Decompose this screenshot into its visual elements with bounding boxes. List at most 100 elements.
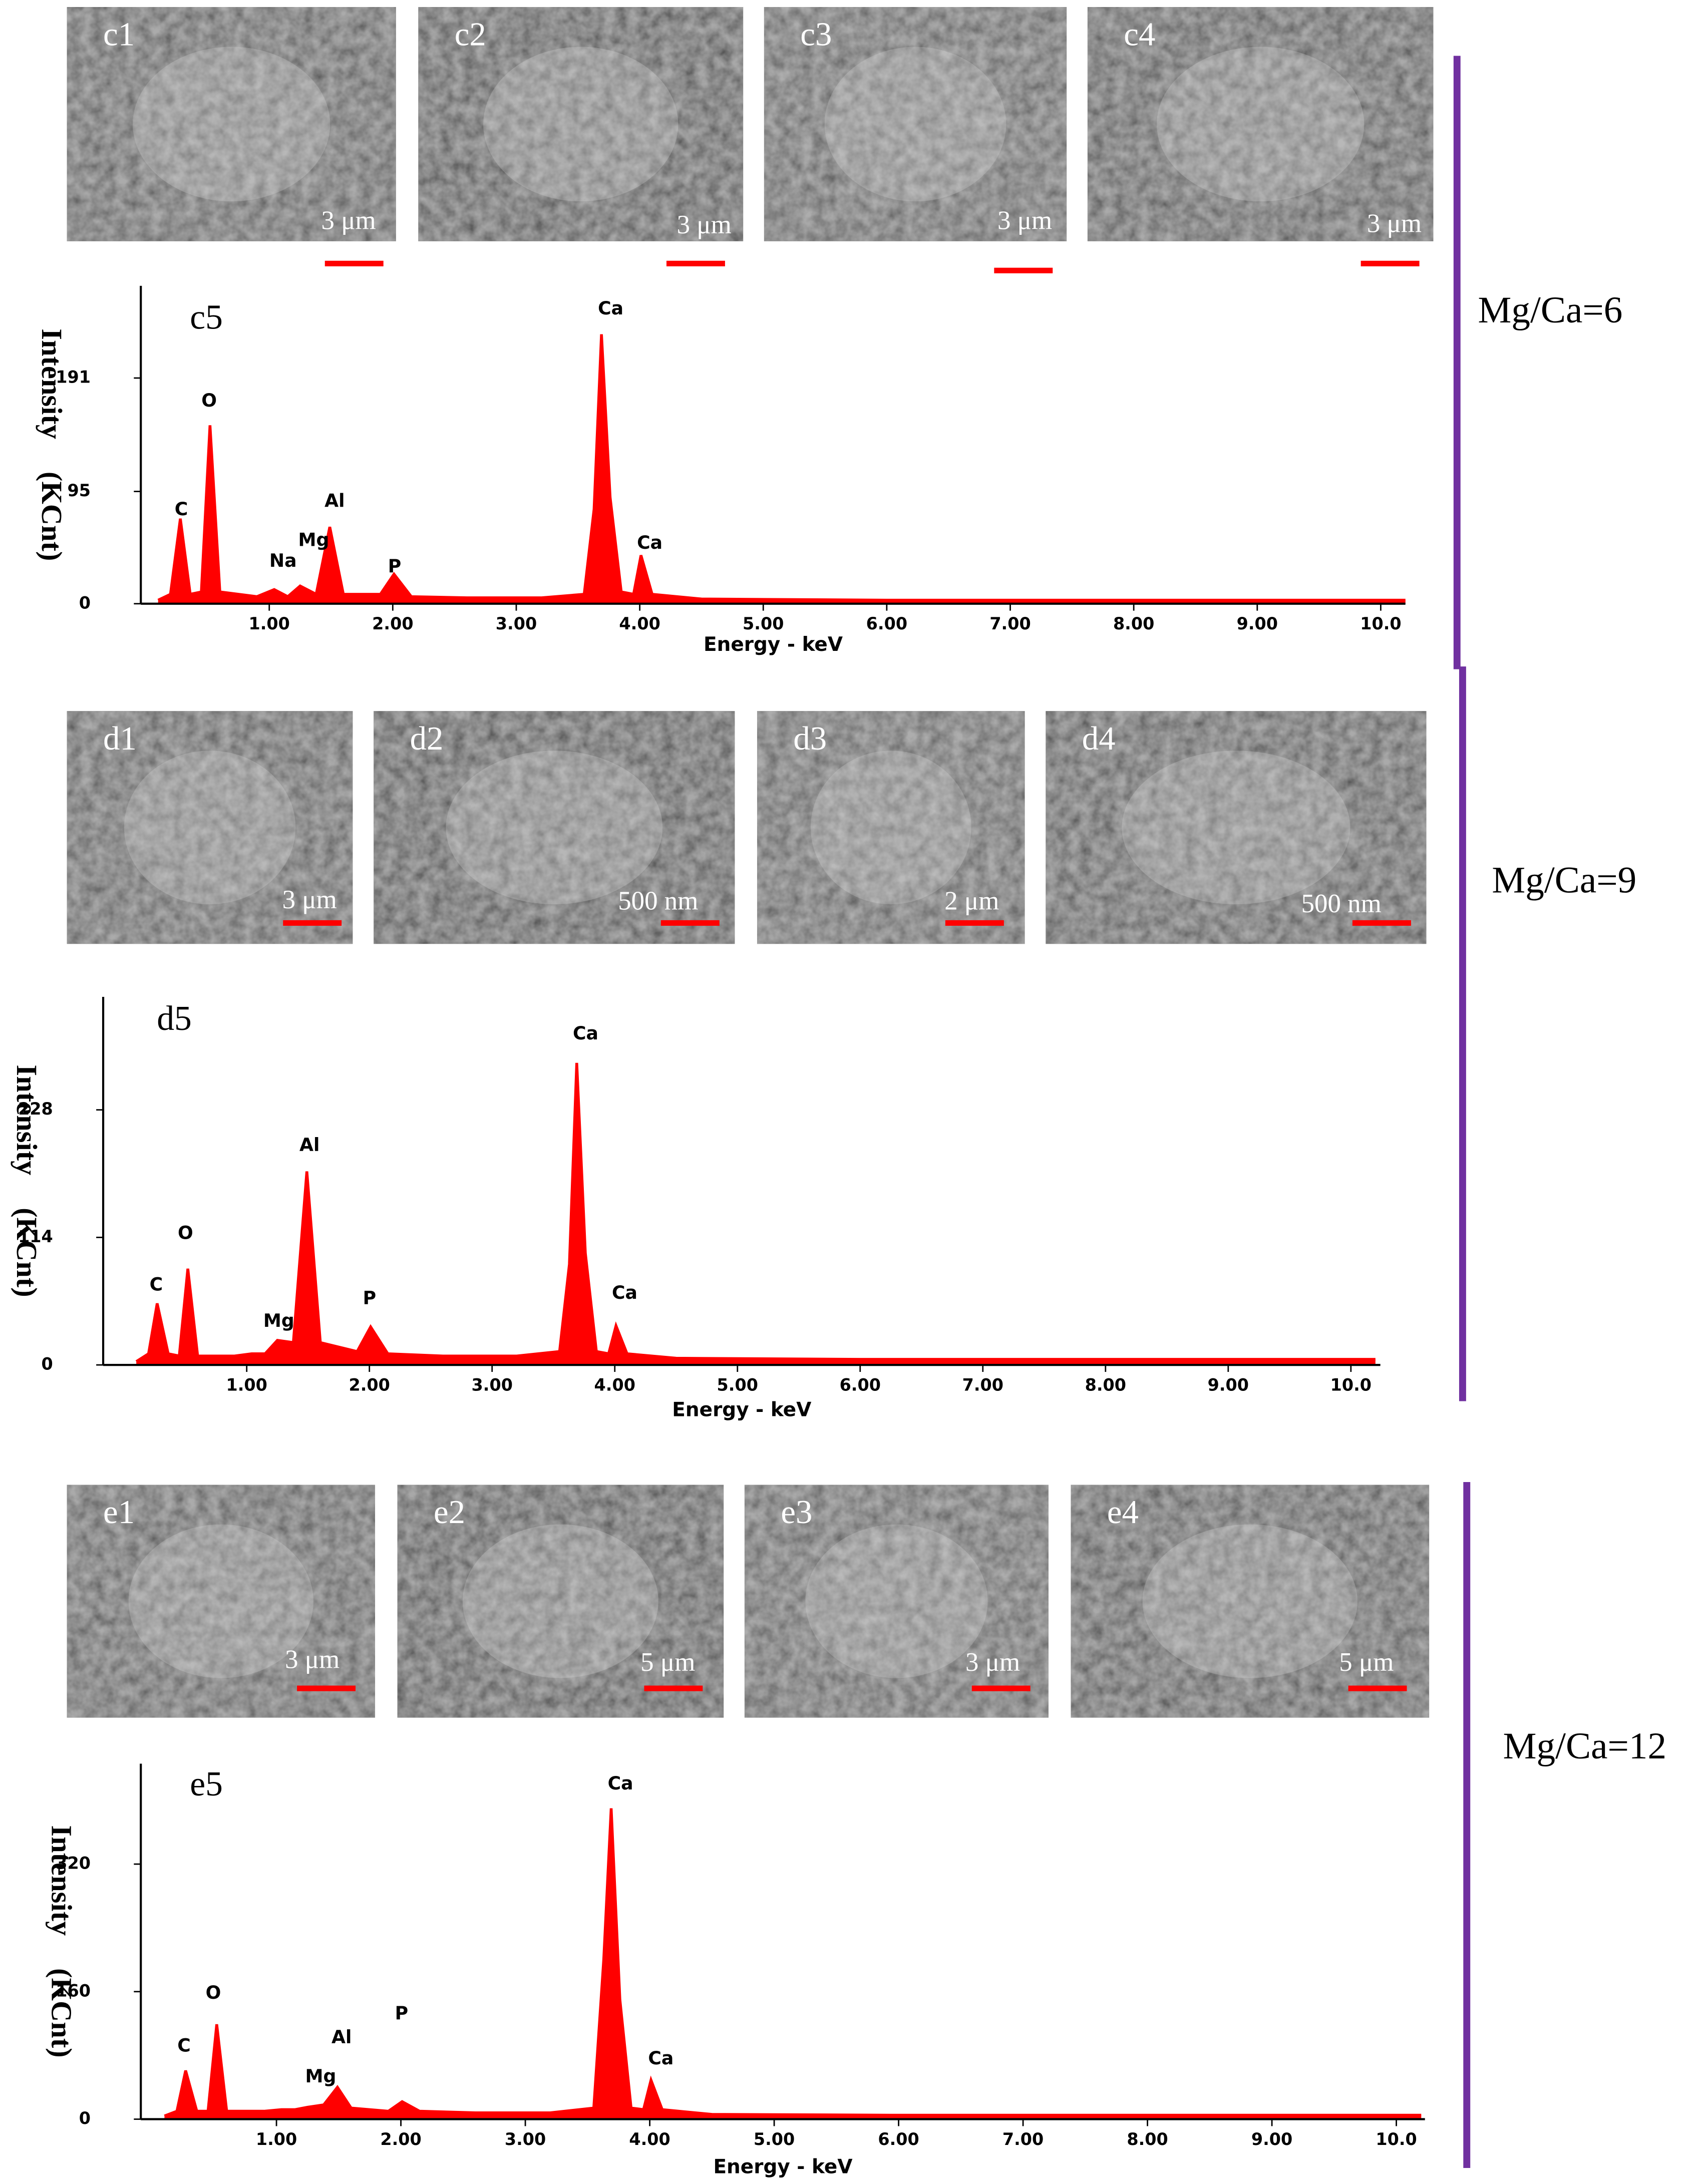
scale-bar [945,920,1004,926]
spectrum-fill [158,334,1406,604]
sem-particle [810,751,971,905]
scale-label: 3 μm [321,206,376,235]
x-tick-label: 2.00 [349,1375,390,1394]
spectrum-fill [136,1062,1376,1365]
peak-label: O [178,1222,193,1243]
panel-label: e1 [103,1494,135,1531]
peak-label: Ca [637,532,662,553]
x-tick-label: 6.00 [878,2129,919,2149]
scale-label: 5 μm [640,1648,695,1677]
peak-label: Ca [598,297,623,319]
x-tick-label: 8.00 [1127,2129,1168,2149]
chart-title: e5 [190,1765,223,1803]
panel-label: d1 [103,720,137,757]
peak-label: P [395,2003,409,2024]
scale-bar [660,920,720,926]
scale-label: 2 μm [944,887,999,916]
y-axis-label: Intensity (KCnt) [36,328,68,561]
sem-particle [824,47,1006,202]
peak-label: C [150,1273,163,1295]
chart-title: c5 [190,298,223,336]
x-tick-label: 5.00 [717,1375,758,1394]
x-tick-label: 6.00 [866,614,907,633]
y-tick-label: 95 [67,481,91,500]
peak-label: P [363,1287,377,1309]
scale-bar [297,1685,356,1691]
peak-label: Ca [648,2047,673,2069]
x-tick-label: 7.00 [1002,2129,1044,2149]
scale-bar [644,1685,703,1691]
x-axis-label: Energy - keV [713,2155,852,2178]
x-tick-label: 1.00 [249,614,290,633]
panel-label: e4 [1107,1494,1139,1531]
panel-label: e3 [781,1494,812,1531]
group-label: Mg/Ca=9 [1492,860,1636,901]
scale-label: 500 nm [1301,889,1382,918]
peak-label: O [206,1982,221,2003]
panel-label: e2 [434,1494,465,1531]
sem-particle [1157,47,1364,202]
scale-label: 500 nm [618,887,698,916]
spectrum-fill [164,1808,1422,2119]
x-axis-label: Energy - keV [704,633,843,656]
x-tick-label: 2.00 [372,614,413,633]
panel-label: c4 [1124,16,1155,53]
peak-label: O [201,390,217,411]
peak-label: Mg [298,529,329,550]
group-label: Mg/Ca=6 [1478,289,1623,331]
y-tick-label: 228 [18,1099,53,1119]
x-tick-label: 4.00 [629,2129,670,2149]
panel-label: d2 [410,720,444,757]
sem-particle [446,751,663,905]
x-tick-label: 1.00 [226,1375,267,1394]
panel-label: d4 [1082,720,1116,757]
spectrum [164,1808,1422,2117]
peak-label: Na [269,550,297,571]
peak-label: C [177,2035,191,2056]
y-axis-label: Intensity (KCnt) [11,1064,43,1297]
peak-label: Al [299,1134,319,1156]
y-tick-label: 0 [79,593,91,612]
panel-label: c1 [103,16,135,53]
sem-particle [805,1524,988,1678]
scale-label: 3 μm [1367,209,1422,238]
x-tick-label: 10.0 [1360,614,1401,633]
chart-title: d5 [157,999,192,1038]
scale-label: 3 μm [965,1648,1020,1677]
sem-particle [462,1524,658,1678]
scale-bar [1348,1685,1407,1691]
sem-particle [128,1524,313,1678]
spectrum [157,334,1406,602]
y-tick-label: 114 [18,1227,53,1246]
x-tick-label: 9.00 [1208,1375,1249,1394]
panel-label: c3 [800,16,832,53]
scale-label: 3 μm [282,885,337,914]
x-tick-label: 10.0 [1330,1375,1372,1394]
x-tick-label: 2.00 [380,2129,421,2149]
sem-particle [1142,1524,1357,1678]
y-tick-label: 0 [42,1354,53,1374]
x-tick-label: 3.00 [496,614,537,633]
peak-label: Mg [305,2065,336,2087]
x-tick-label: 5.00 [743,614,784,633]
peak-label: C [175,498,188,520]
peak-label: P [388,555,402,577]
x-tick-label: 4.00 [594,1375,635,1394]
sem-particle [483,47,678,202]
x-tick-label: 6.00 [840,1375,881,1394]
scale-bar [994,267,1053,273]
peak-label: Al [324,490,345,512]
scale-bar [971,1685,1031,1691]
scale-bar [666,260,725,266]
sem-particle [124,751,296,905]
y-tick-label: 191 [56,367,91,387]
x-tick-label: 7.00 [989,614,1031,633]
x-tick-label: 1.00 [256,2129,297,2149]
peak-label: Ca [608,1772,633,1794]
x-tick-label: 3.00 [505,2129,546,2149]
scale-label: 3 μm [997,206,1052,235]
y-tick-label: 160 [56,1981,91,2000]
x-tick-label: 9.00 [1237,614,1278,633]
x-tick-label: 3.00 [472,1375,513,1394]
